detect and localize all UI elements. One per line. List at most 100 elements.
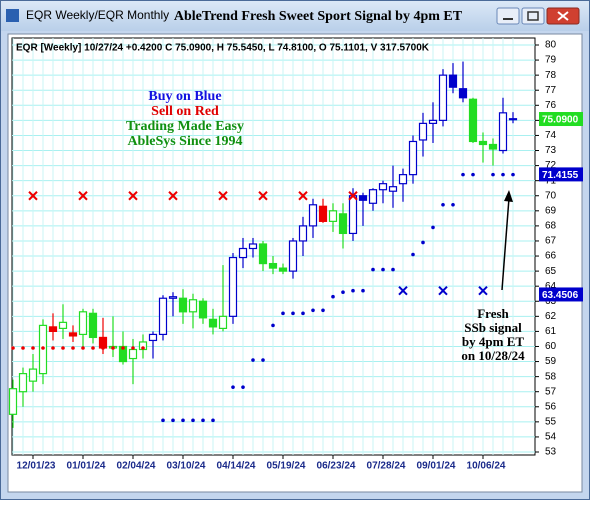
stop-dot: [391, 267, 395, 272]
signal-note: on 10/28/24: [461, 348, 525, 363]
y-tick-label: 68: [545, 221, 557, 232]
stop-dot: [201, 418, 205, 423]
y-tick-label: 62: [545, 311, 557, 322]
stop-dot: [211, 418, 215, 423]
stop-dot: [331, 294, 335, 299]
stop-dot: [241, 385, 245, 389]
candle-body: [368, 189, 378, 204]
signal-x: [398, 285, 408, 296]
signal-x: [78, 191, 88, 201]
candle-body: [478, 140, 488, 146]
candle-body: [498, 112, 508, 152]
candle-body: [488, 143, 498, 150]
window-title: EQR Weekly/EQR Monthly: [26, 8, 169, 22]
arrow-head: [504, 190, 513, 202]
maximize-button[interactable]: [521, 7, 545, 25]
candle-body: [468, 98, 478, 143]
candle-body: [18, 373, 28, 393]
app-icon: [6, 9, 19, 22]
stop-dot: [381, 267, 385, 272]
signal-x: [478, 285, 488, 296]
candle-body: [8, 388, 18, 415]
x-tick-label: 06/23/24: [317, 461, 356, 472]
stop-dot: [311, 308, 315, 313]
y-tick-label: 61: [545, 326, 557, 337]
price-tag: [539, 112, 583, 127]
candle-body: [198, 300, 208, 319]
candle-body: [448, 74, 458, 88]
candle-body: [188, 299, 198, 313]
y-tick-label: 59: [545, 356, 557, 367]
candle-body: [208, 318, 218, 328]
stop-dot: [441, 202, 445, 207]
y-tick-label: 66: [545, 251, 557, 262]
stop-dot: [71, 346, 75, 350]
signal-x: [218, 191, 228, 201]
stop-dot: [91, 346, 95, 350]
signal-x: [168, 191, 178, 201]
stop-dot: [121, 346, 125, 350]
stop-dot: [111, 346, 115, 350]
stop-dot: [21, 346, 25, 350]
candle-body: [348, 195, 358, 235]
x-tick-label: 04/14/24: [217, 461, 256, 472]
candle-body: [428, 119, 438, 124]
x-tick-label: 10/06/24: [467, 461, 506, 472]
y-tick-label: 77: [545, 85, 557, 96]
stop-dot: [471, 172, 475, 177]
candle-body: [168, 296, 178, 299]
candle-body: [438, 74, 448, 121]
candle-body: [78, 311, 88, 336]
annotation: Trading Made Easy: [126, 119, 244, 134]
candle-body: [408, 140, 418, 176]
signal-note: SSb signal: [464, 320, 522, 335]
price-tag: [539, 167, 583, 182]
stop-dot: [251, 358, 255, 362]
stop-dot: [501, 172, 505, 177]
price-tag: [539, 287, 583, 302]
title-bar: [1, 1, 589, 31]
candle-body: [218, 315, 228, 329]
stop-dot: [461, 172, 465, 177]
stop-dot: [451, 202, 455, 207]
candle-body: [248, 243, 258, 250]
candle-body: [378, 183, 388, 191]
minimize-button[interactable]: [496, 7, 520, 25]
x-tick-label: 02/04/24: [117, 461, 156, 472]
info-line: EQR [Weekly] 10/27/24 +0.4200 C 75.0900,…: [16, 43, 430, 54]
stop-dot: [351, 288, 355, 293]
price-tag-label: 75.0900: [542, 115, 579, 126]
y-tick-label: 73: [545, 145, 557, 156]
stop-dot: [511, 172, 515, 177]
stop-dot: [281, 311, 285, 316]
candle-body: [178, 297, 188, 313]
stop-dot: [181, 418, 185, 423]
y-tick-label: 60: [545, 341, 557, 352]
y-tick-label: 79: [545, 55, 557, 66]
candle-body: [508, 118, 518, 121]
x-tick-label: 09/01/24: [417, 461, 456, 472]
arrow-shaft: [501, 197, 510, 291]
candle-body: [68, 332, 78, 337]
candle-body: [128, 348, 138, 360]
y-tick-label: 56: [545, 401, 557, 412]
close-icon: [557, 11, 569, 21]
y-tick-label: 57: [545, 386, 557, 397]
window-controls[interactable]: [496, 7, 580, 25]
stop-dot: [11, 346, 15, 350]
stop-dot: [371, 267, 375, 272]
candle-body: [398, 174, 408, 185]
candle-body: [48, 326, 58, 333]
stop-dot: [81, 346, 85, 350]
stop-dot: [31, 346, 35, 350]
candle-body: [318, 205, 328, 222]
y-tick-label: 76: [545, 100, 557, 111]
stop-dot: [141, 346, 145, 350]
signal-x: [438, 285, 448, 296]
y-tick-label: 80: [545, 40, 557, 51]
stop-dot: [261, 358, 265, 362]
price-tag-label: 71.4155: [542, 170, 579, 181]
candle-body: [458, 88, 468, 99]
candle-body: [228, 256, 238, 317]
